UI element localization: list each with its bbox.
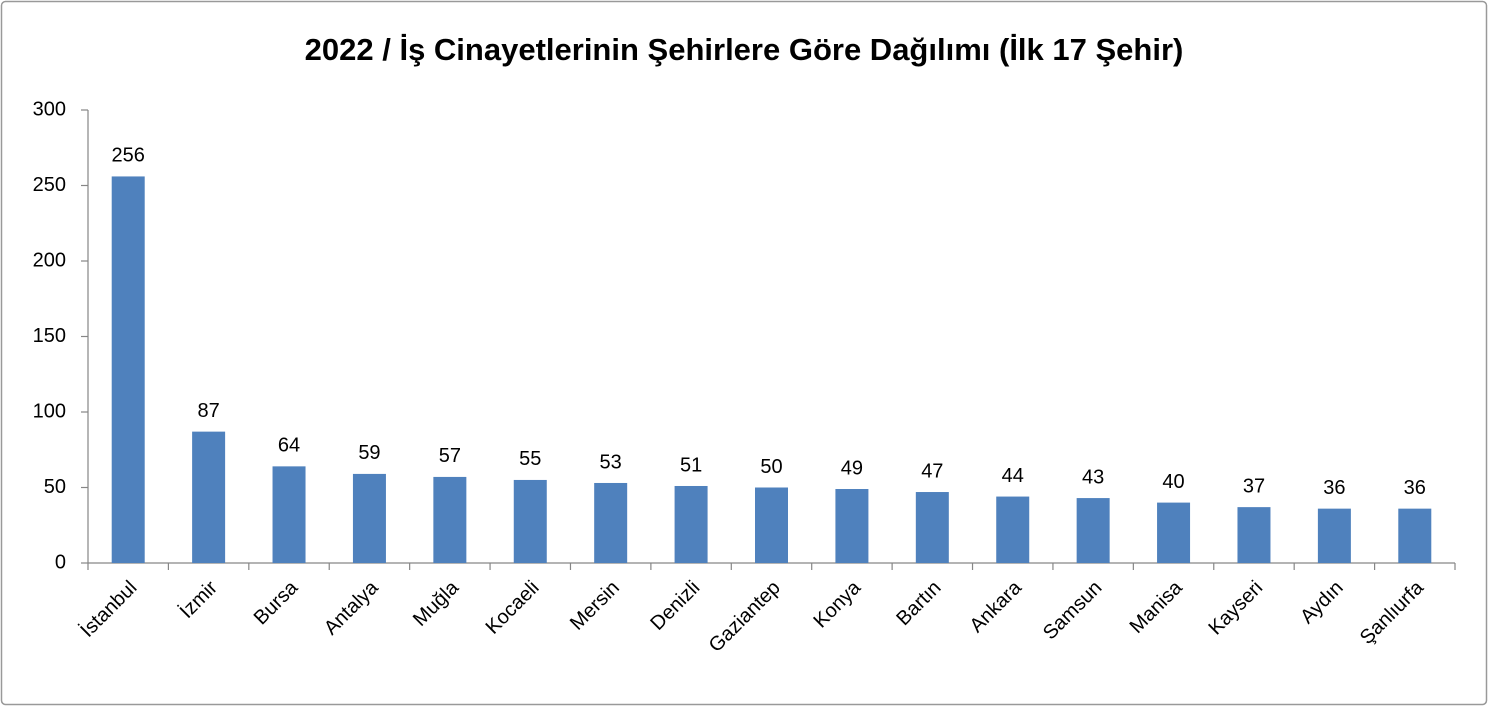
data-label: 55 [519, 448, 541, 470]
bar [1157, 502, 1191, 563]
data-label: 37 [1243, 475, 1265, 497]
data-label: 59 [358, 442, 380, 464]
bar [1317, 508, 1351, 563]
bar [755, 487, 788, 563]
bar [272, 466, 306, 563]
bar [674, 485, 708, 563]
y-tick-label: 100 [33, 400, 66, 422]
bar [1076, 498, 1110, 563]
data-label: 87 [197, 400, 219, 422]
bar [111, 176, 145, 563]
bar [1237, 507, 1271, 563]
data-label: 36 [1404, 477, 1426, 499]
bar [835, 489, 869, 563]
y-tick-label: 0 [55, 551, 66, 573]
data-label: 64 [278, 435, 300, 457]
data-label: 57 [439, 445, 461, 467]
bar [433, 476, 467, 563]
data-label: 47 [921, 460, 943, 482]
y-tick-label: 250 [33, 174, 66, 196]
y-tick-label: 300 [33, 98, 66, 120]
bar [1398, 508, 1432, 563]
data-label: 49 [841, 457, 863, 479]
y-tick-label: 50 [44, 476, 66, 498]
data-label: 256 [112, 145, 145, 167]
bar [352, 473, 386, 563]
data-label: 51 [680, 454, 702, 476]
bar [513, 479, 547, 563]
bar [996, 496, 1030, 563]
data-label: 36 [1323, 477, 1345, 499]
data-label: 43 [1082, 466, 1104, 488]
chart-title: 2022 / İş Cinayetlerinin Şehirlere Göre … [305, 32, 1184, 67]
y-tick-label: 150 [33, 325, 66, 347]
bar [594, 482, 628, 563]
data-label: 50 [760, 456, 782, 478]
bar [192, 431, 226, 563]
y-tick-label: 200 [33, 249, 66, 271]
data-label: 40 [1162, 471, 1184, 493]
data-label: 44 [1002, 465, 1024, 487]
bar [915, 492, 949, 563]
data-label: 53 [600, 451, 622, 473]
